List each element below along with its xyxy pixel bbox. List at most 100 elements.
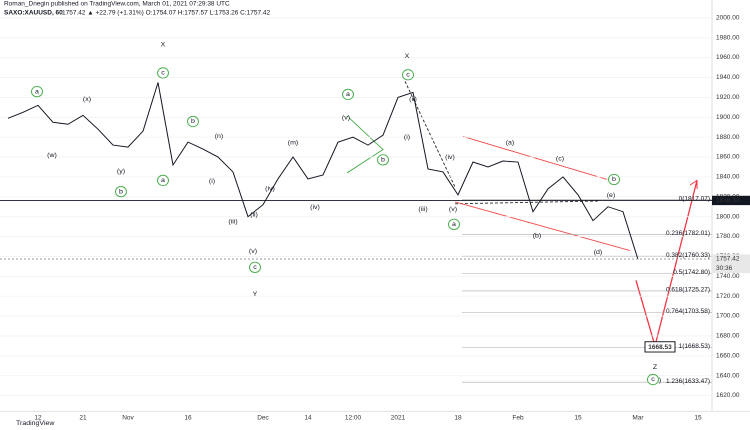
footer-brand: TradingView [16, 420, 55, 427]
price-label-box [712, 254, 750, 274]
x-tick-label: 15 [694, 415, 702, 422]
fib-label: 0.764(1703.58) [666, 308, 710, 315]
wave-label: b [612, 176, 616, 183]
x-tick-label: Mar [632, 415, 643, 422]
wave-dash [404, 81, 456, 188]
x-tick-label: 12 [34, 415, 42, 422]
wave-label: (v) [342, 115, 350, 122]
wave-label: b [191, 118, 195, 125]
y-tick-label: 1880.00 [716, 134, 740, 141]
wave-label: (iv) [445, 154, 455, 161]
wave-label: (ii) [250, 212, 258, 219]
y-tick-label: 1960.00 [716, 54, 740, 61]
wave-label: (iii) [418, 206, 427, 213]
channel-line [462, 136, 608, 180]
wave-label: b [381, 157, 385, 164]
wave-label: (m) [288, 140, 298, 147]
wave-label: c [651, 376, 655, 383]
wave-circle [157, 67, 169, 79]
x-tick-label: Feb [512, 415, 524, 422]
y-tick-label: 1900.00 [716, 114, 740, 121]
y-tick-label: 2000.00 [716, 15, 740, 22]
wave-label: c [406, 72, 410, 79]
wave-circle [377, 154, 389, 166]
wave-label: (iv) [310, 204, 320, 211]
wave-circle [249, 261, 261, 273]
x-tick-label: Dec [257, 415, 269, 422]
fib-label: 0.382(1760.33) [666, 252, 710, 259]
wave-label: (d) [594, 249, 603, 256]
price-line [7, 82, 639, 260]
wave-label: (i) [209, 178, 215, 185]
fib-label: 1(1668.53) [679, 343, 710, 350]
wave-circle [647, 373, 659, 386]
wave-label: b [119, 189, 123, 196]
wave-label: (a) [506, 140, 515, 147]
y-tick-label: 1980.00 [716, 35, 740, 42]
price-label: 1757.42 [716, 256, 740, 263]
wave-circle [31, 86, 43, 98]
wave-circle [402, 69, 414, 81]
countdown: 30:36 [716, 265, 733, 272]
y-tick-label: 1940.00 [716, 74, 740, 81]
wave-label: (i) [404, 134, 410, 141]
price-label-box [712, 195, 750, 206]
wave-label: (w) [47, 152, 57, 159]
publisher: Roman_Dnegin published on TradingView.co… [4, 1, 230, 8]
wave-label: (v) [249, 248, 257, 255]
fib-label: 1.236(1633.47) [666, 378, 710, 385]
wave-label: a [35, 89, 39, 96]
y-tick-label: 1720.00 [716, 293, 740, 300]
fib-label: 0(1817.07) [679, 196, 710, 203]
x-tick-label: 18 [454, 415, 462, 422]
triangle-line [346, 115, 384, 174]
wave-label: (iv) [265, 186, 275, 193]
y-tick-label: 1780.00 [716, 233, 740, 240]
price-label: 1816.33 [716, 197, 740, 204]
wave-label: X [161, 42, 166, 49]
y-tick-label: 1700.00 [716, 313, 740, 320]
wave-label: (ii) [409, 96, 417, 103]
target-label: 1668.53 [648, 344, 672, 351]
wave-circle [187, 115, 199, 128]
wave-label: a [161, 177, 165, 184]
wave-circle [342, 88, 354, 101]
wave-label: c [253, 264, 257, 271]
wave-label: a [452, 221, 456, 228]
y-tick-label: 1740.00 [716, 273, 740, 280]
y-tick-label: 1800.00 [716, 213, 740, 220]
y-tick-label: 1840.00 [716, 174, 740, 181]
wave-circle [448, 218, 460, 230]
wave-label: c [161, 70, 165, 77]
y-tick-label: 1680.00 [716, 333, 740, 340]
x-tick-label: 16 [184, 415, 192, 422]
wave-label: (e) [607, 192, 616, 199]
wave-label: (n) [215, 133, 224, 140]
wave-label: (b) [533, 232, 542, 239]
wave-label: Y [253, 291, 258, 298]
fib-label: 0.5(1742.80) [673, 269, 710, 276]
wave-circle [157, 174, 169, 187]
target-box [644, 341, 676, 353]
wave-label: (v) [449, 206, 457, 213]
y-tick-label: 1860.00 [716, 154, 740, 161]
x-tick-label: 15 [574, 415, 582, 422]
wave-circle [115, 186, 127, 198]
wave-label: X [405, 53, 410, 60]
y-tick-label: 1660.00 [716, 353, 740, 360]
x-tick-label: 14 [304, 415, 312, 422]
fib-label: 0.236(1782.01) [666, 230, 710, 237]
symbol: SAXO:XAUUSD, 60 [4, 10, 63, 17]
wave-label: (y) [117, 168, 125, 175]
wave-dash [454, 200, 601, 205]
channel-line [454, 201, 631, 251]
x-tick-label: 12:00 [345, 415, 362, 422]
y-tick-label: 1640.00 [716, 372, 740, 379]
wave-label: (c) [556, 156, 564, 163]
x-tick-label: Nov [122, 415, 134, 422]
arrow-head [689, 179, 698, 189]
fib-label: 0.618(1725.27) [666, 287, 710, 294]
wave-label: Z [653, 364, 657, 371]
